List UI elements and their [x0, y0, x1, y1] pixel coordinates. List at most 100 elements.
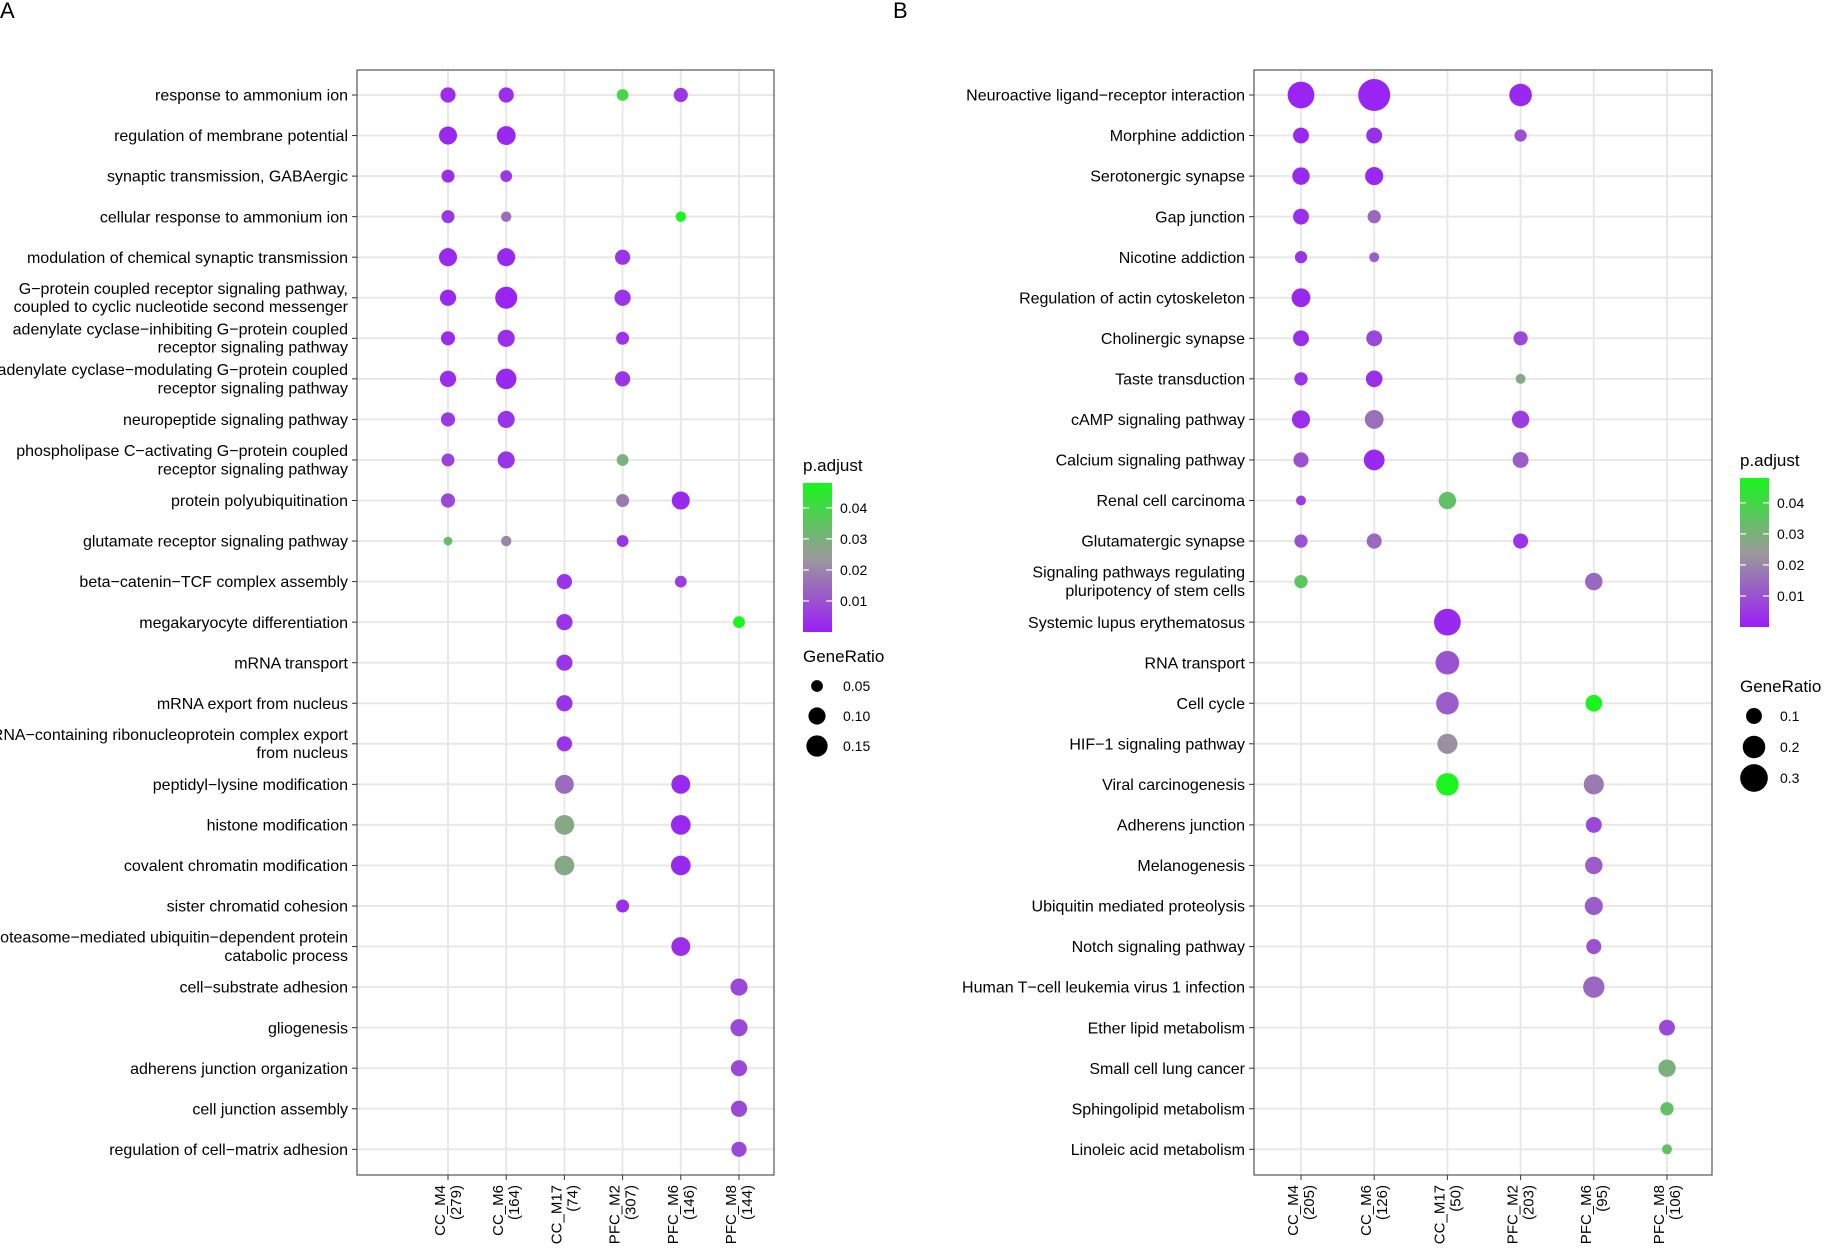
- data-point: [556, 695, 573, 712]
- term-label-line: receptor signaling pathway: [158, 340, 348, 357]
- data-point: [675, 211, 686, 222]
- term-label: Viral carcinogenesis: [1102, 777, 1245, 794]
- term-label: adenylate cyclase−inhibiting G−protein c…: [13, 321, 348, 356]
- module-count: (279): [448, 1185, 465, 1220]
- term-label: sister chromatid cohesion: [167, 899, 348, 916]
- data-point: [440, 493, 456, 508]
- data-point: [731, 1141, 747, 1157]
- module-count: (95): [1594, 1185, 1611, 1212]
- term-label-line: Gap junction: [1155, 209, 1245, 226]
- term-label: cAMP signaling pathway: [1071, 412, 1245, 429]
- data-point: [1293, 452, 1309, 468]
- data-point: [1363, 449, 1385, 471]
- data-point: [1515, 373, 1526, 384]
- legend-colorbar: [1740, 478, 1769, 627]
- term-label: proteasome−mediated ubiquitin−dependent …: [0, 930, 348, 965]
- module-name: CC_M6: [490, 1185, 507, 1236]
- legend-size-title: GeneRatio: [1740, 677, 1821, 696]
- term-label: megakaryocyte differentiation: [139, 615, 348, 632]
- data-point: [616, 494, 630, 507]
- data-point: [495, 368, 517, 390]
- term-label: Cholinergic synapse: [1101, 331, 1245, 348]
- term-label-line: cell junction assembly: [192, 1101, 348, 1118]
- term-label-line: from nucleus: [256, 745, 348, 762]
- data-point: [673, 87, 688, 103]
- term-label: neuropeptide signaling pathway: [123, 412, 348, 429]
- data-point: [1294, 251, 1308, 264]
- legend-size-dot: [1740, 764, 1768, 792]
- term-label-line: glutamate receptor signaling pathway: [83, 534, 348, 551]
- module-label: PFC_M8 (106): [1651, 1185, 1684, 1244]
- data-point: [1436, 773, 1459, 796]
- term-label-line: Adherens junction: [1117, 818, 1245, 835]
- term-label: G−protein coupled receptor signaling pat…: [14, 281, 349, 316]
- term-label-line: receptor signaling pathway: [158, 461, 348, 478]
- module-count: (74): [564, 1185, 581, 1212]
- data-point: [1659, 1019, 1675, 1036]
- term-label: Systemic lupus erythematosus: [1028, 615, 1245, 632]
- term-label-line: Nicotine addiction: [1119, 250, 1245, 267]
- term-label-line: beta−catenin−TCF complex assembly: [79, 574, 348, 591]
- data-point: [554, 774, 574, 794]
- module-name: CC_M4: [432, 1185, 449, 1236]
- module-label: CC_M17 (50): [1431, 1185, 1464, 1244]
- data-point: [616, 899, 630, 913]
- module-label: PFC_M2 (307): [607, 1185, 640, 1244]
- data-point: [1436, 691, 1459, 715]
- term-label: beta−catenin−TCF complex assembly: [79, 574, 348, 591]
- legend-color-title: p.adjust: [803, 456, 863, 475]
- term-label-line: sister chromatid cohesion: [167, 899, 348, 916]
- module-name: PFC_M2: [1505, 1185, 1522, 1244]
- data-point: [1293, 127, 1309, 144]
- data-point: [556, 574, 573, 590]
- module-label: CC_M4 (279): [432, 1185, 465, 1236]
- term-label-line: peptidyl−lysine modification: [153, 777, 348, 794]
- data-point: [438, 126, 458, 145]
- term-label-line: regulation of cell−matrix adhesion: [109, 1142, 348, 1159]
- term-label-line: Cholinergic synapse: [1101, 331, 1245, 348]
- data-point: [1585, 694, 1603, 712]
- term-label: adherens junction organization: [130, 1061, 348, 1078]
- module-count: (205): [1301, 1185, 1318, 1220]
- legend-color-title: p.adjust: [1740, 451, 1800, 470]
- legend-color-tick-label: 0.03: [840, 531, 867, 547]
- data-point: [616, 89, 629, 101]
- module-count: (106): [1667, 1185, 1684, 1220]
- term-label-line: Calcium signaling pathway: [1056, 453, 1245, 470]
- legend-color-tick-label: 0.04: [1777, 495, 1804, 511]
- legend-size-label: 0.1: [1780, 708, 1800, 724]
- data-point: [1585, 572, 1603, 591]
- term-label: HIF−1 signaling pathway: [1069, 736, 1245, 753]
- data-point: [1585, 816, 1602, 833]
- term-label-line: megakaryocyte differentiation: [139, 615, 348, 632]
- data-point: [1291, 410, 1311, 429]
- module-label: CC_M6 (126): [1358, 1185, 1391, 1236]
- term-label: regulation of membrane potential: [114, 128, 348, 145]
- module-label: PFC_M6 (95): [1578, 1185, 1611, 1244]
- data-point: [1434, 608, 1461, 636]
- data-point: [1511, 410, 1530, 429]
- term-label-line: gliogenesis: [268, 1020, 348, 1037]
- data-point: [1366, 330, 1383, 347]
- term-label: Notch signaling pathway: [1072, 939, 1245, 956]
- data-point: [1364, 409, 1384, 429]
- term-label: Calcium signaling pathway: [1056, 453, 1245, 470]
- term-label-line: mRNA−containing ribonucleoprotein comple…: [0, 727, 349, 744]
- module-name: PFC_M6: [1578, 1185, 1595, 1244]
- module-label: CC_M4 (205): [1285, 1185, 1318, 1236]
- data-point: [441, 453, 455, 467]
- term-label-line: Ether lipid metabolism: [1088, 1020, 1245, 1037]
- term-label-line: Cell cycle: [1177, 696, 1246, 713]
- data-point: [501, 535, 512, 547]
- term-label: Small cell lung cancer: [1089, 1061, 1245, 1078]
- term-label: Neuroactive ligand−receptor interaction: [966, 88, 1245, 105]
- module-count: (203): [1521, 1185, 1538, 1220]
- term-label-line: Serotonergic synapse: [1090, 169, 1245, 186]
- data-point: [615, 371, 631, 387]
- term-label-line: catabolic process: [224, 948, 348, 965]
- module-count: (50): [1447, 1185, 1464, 1212]
- data-point: [1369, 252, 1380, 263]
- data-point: [1293, 208, 1309, 225]
- data-point: [1662, 1144, 1672, 1155]
